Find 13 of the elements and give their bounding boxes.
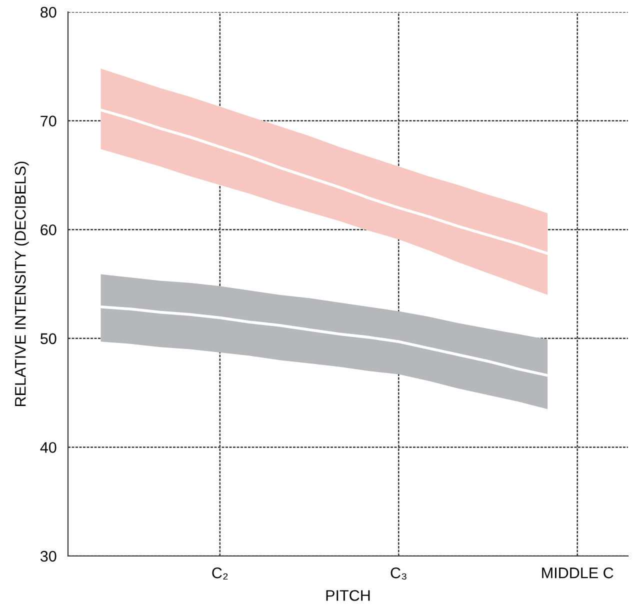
line-series — [99, 305, 549, 377]
y-tick-label: 50 — [40, 333, 56, 344]
x-tick-label: C₃ — [390, 568, 406, 580]
y-tick-label: 30 — [40, 550, 56, 562]
y-tick-label: 60 — [40, 224, 56, 236]
x-tick-label: MIDDLE C — [542, 568, 614, 578]
y-tick-label: 40 — [40, 442, 56, 453]
y-axis-title: RELATIVE INTENSITY (DECIBELS) — [14, 162, 29, 406]
y-tick-label: 80 — [40, 6, 56, 18]
x-tick-label: C₂ — [212, 568, 228, 580]
line-series — [99, 108, 549, 255]
y-tick-label: 70 — [40, 116, 56, 126]
x-axis-title: PITCH — [326, 590, 370, 601]
